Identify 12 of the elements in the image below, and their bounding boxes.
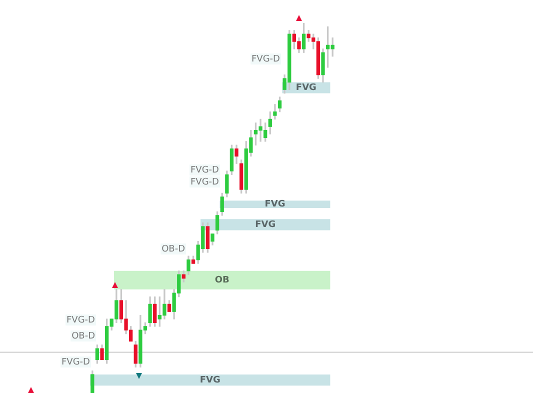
annotation: FVG-D (190, 177, 220, 188)
annotation: FVG-D (190, 165, 220, 176)
annotation: FVG-D (252, 54, 280, 64)
band-label: FVG (255, 220, 276, 230)
annotation: OB-D (72, 331, 96, 342)
annotation: OB-D (162, 244, 186, 254)
annotation: FVG-D (62, 357, 90, 368)
band-label: FVG (296, 83, 316, 94)
annotation: FVG-D (66, 315, 96, 326)
band-label: OB (214, 275, 230, 286)
band-label: FVG (264, 200, 286, 210)
band-label: FVG (200, 375, 220, 386)
